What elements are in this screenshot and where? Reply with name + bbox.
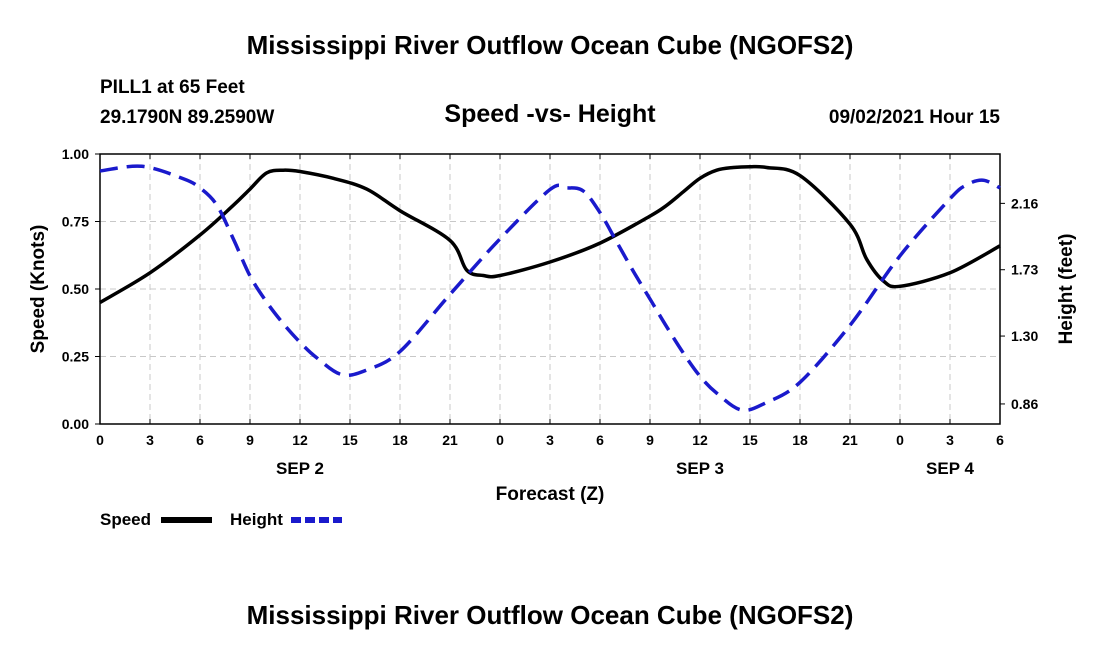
x-tick-label: 6 bbox=[196, 432, 204, 448]
x-tick-label: 9 bbox=[646, 432, 654, 448]
y-tick-label: 0.75 bbox=[62, 214, 89, 230]
y-axis-label: Speed (Knots) bbox=[28, 225, 49, 354]
x-tick-label: 3 bbox=[146, 432, 154, 448]
y-tick-label: 1.00 bbox=[62, 146, 89, 162]
date-label: SEP 4 bbox=[926, 459, 974, 478]
y-tick-label: 0.25 bbox=[62, 349, 89, 365]
legend-speed-label: Speed bbox=[100, 510, 152, 529]
x-tick-label: 15 bbox=[342, 432, 358, 448]
date-label: SEP 3 bbox=[676, 459, 724, 478]
x-tick-label: 21 bbox=[842, 432, 858, 448]
x-tick-label: 3 bbox=[946, 432, 954, 448]
x-tick-label: 0 bbox=[96, 432, 104, 448]
x-tick-label: 9 bbox=[246, 432, 254, 448]
x-tick-label: 3 bbox=[546, 432, 554, 448]
y2-tick-label: 1.73 bbox=[1011, 262, 1038, 278]
station-label: PILL1 at 65 Feet bbox=[100, 77, 245, 98]
x-tick-label: 18 bbox=[792, 432, 808, 448]
height-series-line bbox=[99, 164, 1001, 413]
x-tick-label: 12 bbox=[692, 432, 708, 448]
x-tick-label: 18 bbox=[392, 432, 408, 448]
y-tick-label: 0.50 bbox=[62, 281, 89, 297]
x-axis-label: Forecast (Z) bbox=[496, 484, 605, 505]
x-tick-label: 0 bbox=[896, 432, 904, 448]
coordinates-label: 29.1790N 89.2590W bbox=[100, 107, 275, 128]
chart-title: Mississippi River Outflow Ocean Cube (NG… bbox=[246, 30, 854, 60]
y-tick-label: 0.00 bbox=[62, 416, 89, 432]
x-tick-label: 15 bbox=[742, 432, 758, 448]
x-tick-label: 6 bbox=[996, 432, 1004, 448]
footer-title: Mississippi River Outflow Ocean Cube (NG… bbox=[246, 600, 854, 630]
y2-axis-label: Height (feet) bbox=[1056, 234, 1077, 345]
y2-tick-label: 0.86 bbox=[1011, 396, 1038, 412]
x-tick-label: 6 bbox=[596, 432, 604, 448]
speed-series-line bbox=[99, 164, 1001, 305]
x-tick-label: 21 bbox=[442, 432, 458, 448]
timestamp-label: 09/02/2021 Hour 15 bbox=[828, 107, 1000, 128]
legend-height-label: Height bbox=[230, 510, 283, 529]
x-tick-label: 12 bbox=[292, 432, 308, 448]
chart-subtitle: Speed -vs- Height bbox=[444, 100, 656, 128]
y2-tick-label: 1.30 bbox=[1011, 328, 1038, 344]
y2-tick-label: 2.16 bbox=[1011, 195, 1038, 211]
x-tick-label: 0 bbox=[496, 432, 504, 448]
date-label: SEP 2 bbox=[276, 459, 324, 478]
